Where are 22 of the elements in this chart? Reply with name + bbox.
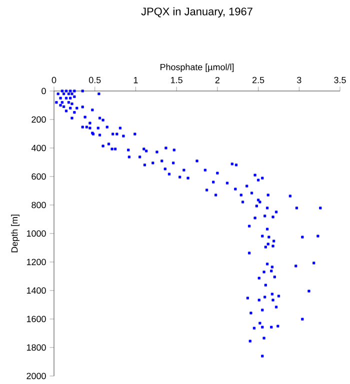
x-tick-label: 2 [215, 76, 220, 84]
y-axis-title: Depth [m] [11, 214, 20, 252]
y-tick-label: 600 [32, 173, 46, 180]
x-tick-label: 0.5 [88, 76, 101, 84]
y-tick-label: 1200 [26, 258, 46, 266]
x-axis-title: Phosphate [µmol/l] [160, 64, 234, 72]
y-tick-label: 400 [31, 144, 46, 152]
y-tick-label: 0 [42, 88, 46, 94]
x-tick-label: 1 [134, 77, 138, 84]
y-tick-label: 200 [32, 116, 46, 123]
y-tick-label: 800 [32, 202, 46, 208]
y-tick-label: 1800 [26, 344, 46, 351]
chart-title: JPQX in January, 1967 [141, 7, 252, 18]
x-tick-label: 2.5 [252, 76, 264, 84]
y-tick-label: 1400 [26, 287, 46, 294]
x-tick-label: 3.5 [334, 76, 346, 84]
x-tick-label: 1.5 [171, 76, 182, 84]
x-tick-label: 3 [296, 76, 302, 84]
y-tick-label: 1600 [26, 316, 46, 322]
x-tick-label: 0 [52, 76, 56, 84]
y-tick-label: 2000 [26, 372, 46, 380]
y-tick-label: 1000 [26, 230, 46, 237]
